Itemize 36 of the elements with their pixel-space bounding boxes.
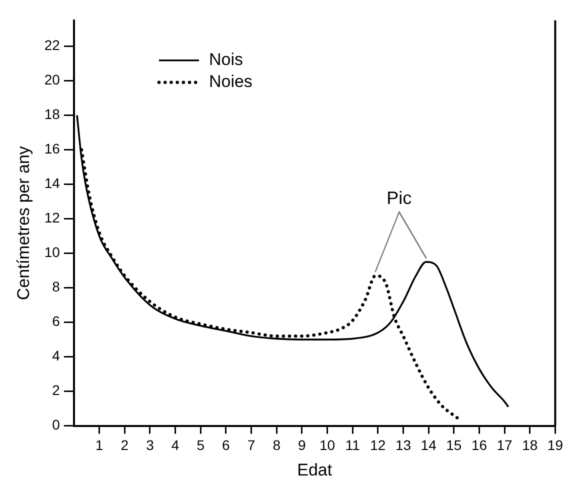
x-tick-label: 7: [247, 437, 256, 454]
x-tick-label: 4: [171, 437, 180, 454]
y-tick-label: 10: [44, 244, 60, 260]
x-tick-label: 11: [345, 437, 360, 454]
y-tick-label: 4: [52, 348, 60, 364]
x-tick-label: 10: [319, 437, 336, 454]
y-tick-label: 6: [52, 313, 60, 330]
x-tick-label: 15: [446, 437, 462, 454]
y-tick-label: 18: [44, 106, 60, 122]
y-tick-label: 14: [44, 175, 60, 192]
x-tick-label: 6: [222, 437, 230, 454]
x-tick-label: 18: [522, 437, 538, 454]
y-tick-label: 20: [44, 72, 60, 88]
legend-label: Nois: [208, 50, 243, 70]
annotation: Pic: [386, 188, 412, 208]
y-tick-label: 8: [52, 278, 60, 295]
y-tick-label: 2: [52, 382, 60, 398]
y-tick-label: 12: [44, 210, 60, 226]
y-tick-label: 22: [44, 37, 60, 54]
x-axis-title: Edat: [297, 460, 332, 480]
x-tick-label: 1: [95, 437, 104, 454]
x-tick-label: 5: [196, 437, 205, 454]
x-tick-label: 14: [420, 437, 437, 454]
legend-label: Noies: [208, 72, 252, 92]
y-tick-label: 16: [44, 140, 60, 157]
x-tick-label: 12: [370, 437, 386, 454]
x-tick-label: 19: [547, 437, 564, 454]
x-tick-label: 8: [272, 437, 281, 454]
x-tick-label: 9: [298, 437, 306, 454]
x-tick-label: 3: [146, 437, 154, 454]
x-tick-label: 13: [395, 437, 412, 454]
y-tick-label: 0: [52, 416, 60, 433]
x-tick-label: 17: [496, 437, 513, 454]
y-axis-title: Centímetres per any: [14, 146, 33, 300]
x-tick-label: 16: [471, 437, 488, 454]
x-tick-label: 2: [120, 437, 129, 454]
